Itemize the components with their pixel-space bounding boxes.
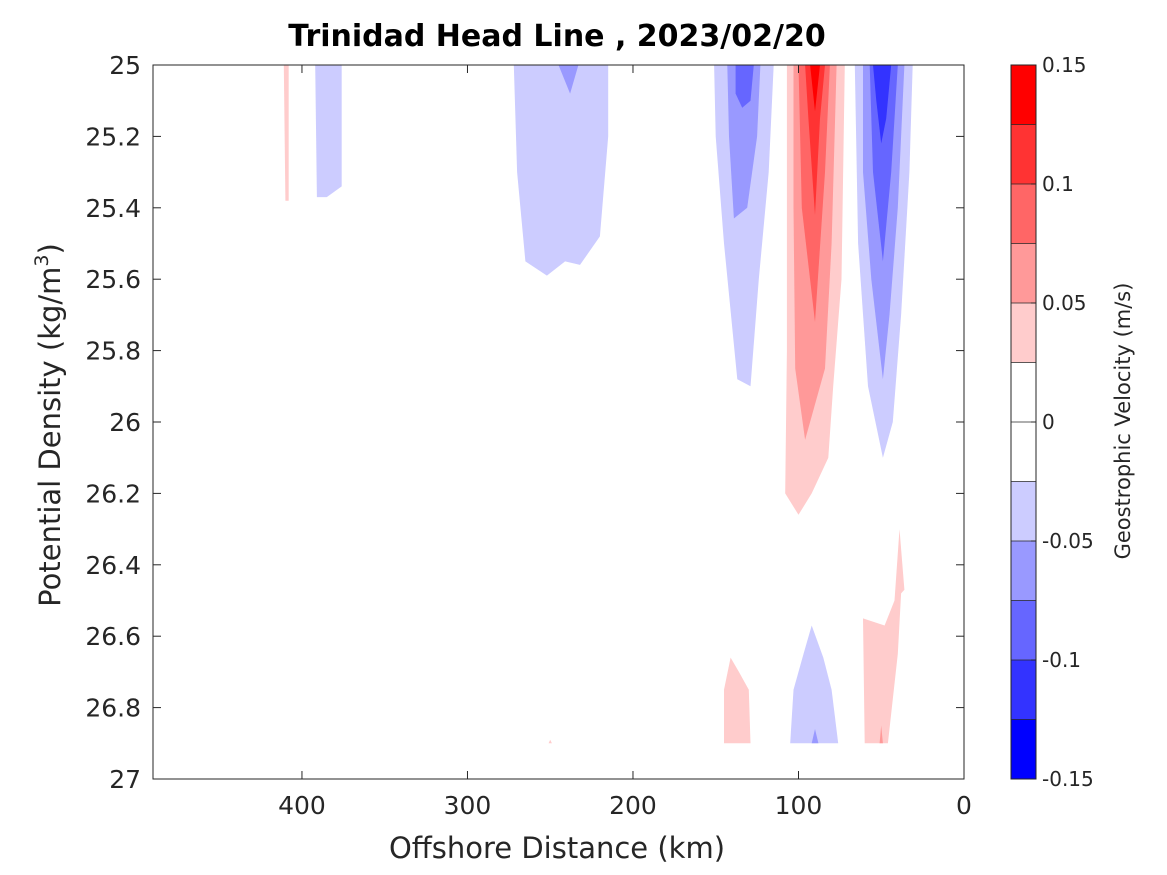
contour-region-pos-50-deep-l2	[879, 725, 883, 744]
y-tick-label: 25	[109, 51, 141, 80]
y-tick-label: 25.8	[85, 337, 141, 366]
x-axis-label: Offshore Distance (km)	[389, 831, 725, 865]
y-tick-label: 26	[109, 408, 141, 437]
colorbar-band	[1011, 184, 1036, 244]
contour-region-neg-140-l2	[727, 65, 761, 219]
contour-region-pos-95-l4	[805, 65, 825, 215]
colorbar-tick-label: 0.15	[1042, 53, 1087, 77]
y-tick-label: 25.2	[85, 122, 141, 151]
contour-region-pos-50-deep	[863, 529, 905, 744]
colorbar-band	[1011, 422, 1036, 482]
y-tick-label: 26.4	[85, 551, 141, 580]
contour-fills	[153, 65, 964, 779]
contour-region-neg-50-l4	[873, 65, 892, 144]
contour-region-neg-90-deep-l2	[811, 729, 819, 744]
contour-region-neg-140	[714, 65, 774, 387]
y-axis-label-close: )	[33, 243, 67, 254]
colorbar-band	[1011, 303, 1036, 363]
colorbar-tick-label: 0.1	[1042, 172, 1074, 196]
colorbar-label: Geostrophic Velocity (m/s)	[1111, 283, 1135, 560]
contour-region-pos-410	[283, 65, 289, 201]
contour-region-neg-250	[513, 65, 609, 276]
y-axis-label-superscript: 3	[31, 254, 53, 266]
x-tick-label: 300	[444, 791, 492, 820]
contour-region-pos-140-deep	[724, 657, 751, 744]
chart-title: Trinidad Head Line , 2023/02/20	[288, 19, 825, 54]
y-tick-label: 26.8	[85, 694, 141, 723]
colorbar-band	[1011, 362, 1036, 422]
contour-region-pos-95-l5	[810, 65, 820, 112]
colorbar-band	[1011, 541, 1036, 601]
colorbar-tick-label: -0.05	[1042, 529, 1094, 553]
colorbar-band	[1011, 243, 1036, 303]
contour-region-neg-380	[315, 65, 342, 198]
colorbar-band	[1011, 65, 1036, 125]
colorbar-band	[1011, 660, 1036, 720]
y-tick-label: 25.4	[85, 194, 141, 223]
x-tick-label: 400	[278, 791, 326, 820]
y-tick-label: 27	[109, 765, 141, 794]
colorbar-tick-label: -0.1	[1042, 648, 1081, 672]
colorbar-tick-label: -0.15	[1042, 767, 1094, 791]
colorbar-tick-label: 0	[1042, 410, 1055, 434]
colorbar: 0.15 0.1 0.05 0 -0.05 -0.1 -0.15	[1010, 53, 1094, 791]
contour-region-neg-90-deep	[790, 625, 839, 744]
plot-axes: 400 300 200 100 0 25 25.2 25.4 25.6 25.8 26 26.2 26.…	[85, 51, 972, 820]
x-tick-label: 100	[775, 791, 823, 820]
x-tick-label: 0	[956, 791, 972, 820]
contour-region-pos-250-deep	[548, 739, 552, 744]
y-axis-label-main: Potential Density (kg/m	[33, 267, 67, 607]
y-tick-label: 25.6	[85, 265, 141, 294]
contour-region-neg-250-inner	[558, 65, 579, 94]
contour-region-neg-50-l3	[869, 65, 898, 262]
contour-region-neg-140-l3	[735, 65, 754, 108]
colorbar-band	[1011, 600, 1036, 660]
y-tick-label: 26.6	[85, 622, 141, 651]
colorbar-band	[1011, 719, 1036, 779]
y-axis-label: Potential Density (kg/m3)	[31, 243, 67, 607]
y-tick-label: 26.2	[85, 479, 141, 508]
colorbar-band	[1011, 124, 1036, 184]
x-tick-label: 200	[609, 791, 657, 820]
colorbar-band	[1011, 481, 1036, 541]
colorbar-tick-label: 0.05	[1042, 291, 1087, 315]
